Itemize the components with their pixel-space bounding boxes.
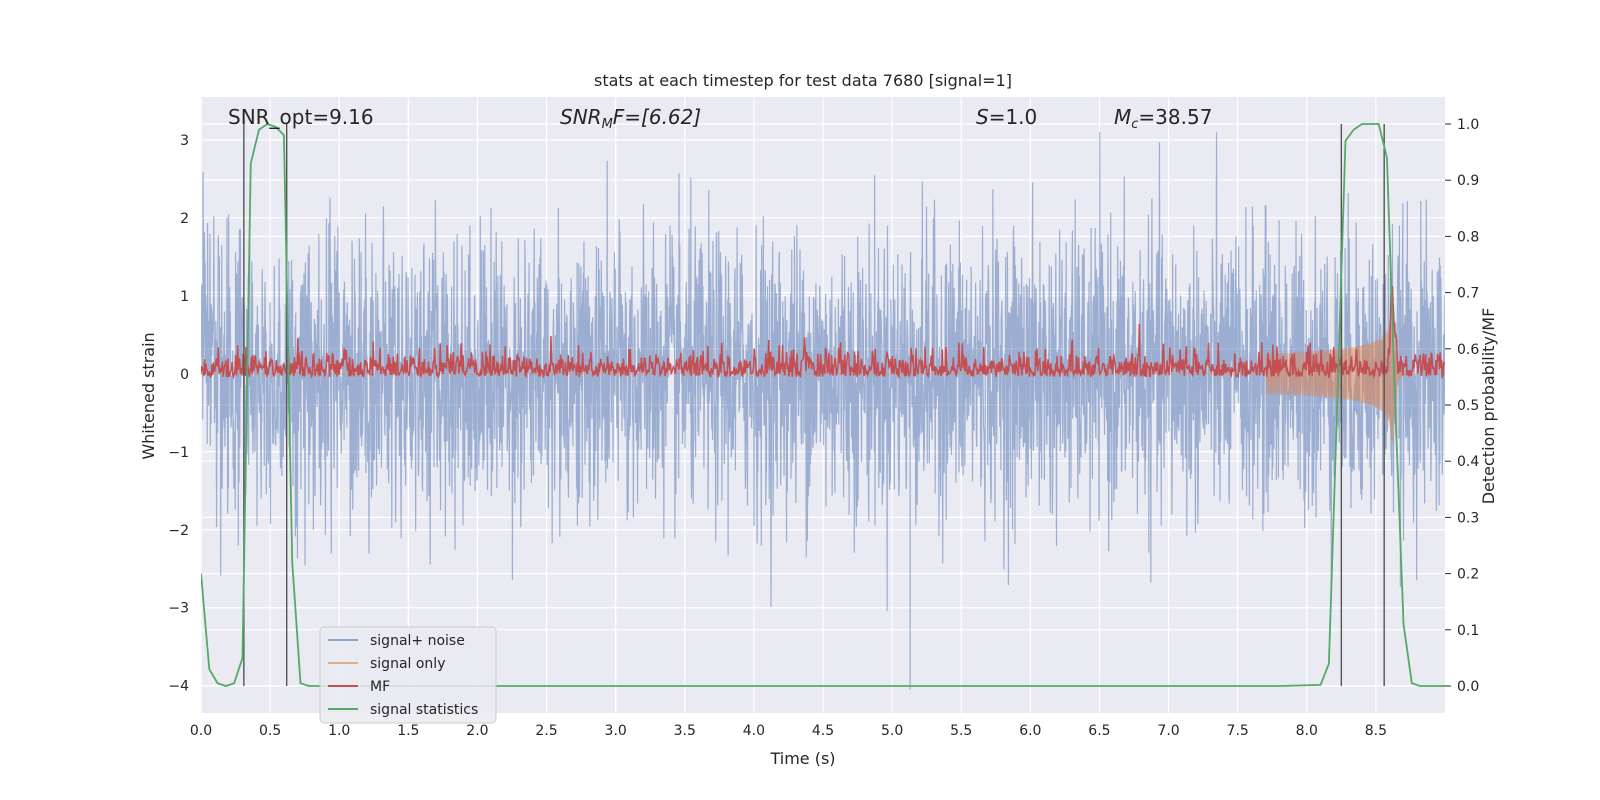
y-tick-label: 1 xyxy=(180,289,189,305)
vertical-markers xyxy=(243,123,1385,687)
legend-label-signal-noise: signal+ noise xyxy=(370,633,465,649)
x-tick-label: 6.0 xyxy=(1019,723,1041,739)
x-tick-label: 7.0 xyxy=(1157,723,1179,739)
x-tick-label: 8.0 xyxy=(1296,723,1318,739)
y-tick-label: −4 xyxy=(168,679,189,695)
y-axis-ticks: −4 −3 −2 −1 0 1 2 3 xyxy=(168,133,189,695)
x-tick-label: 1.0 xyxy=(328,723,350,739)
y2-tick-label: 1.0 xyxy=(1457,117,1479,133)
y-tick-label: −3 xyxy=(168,601,189,617)
x-tick-label: 1.5 xyxy=(397,723,419,739)
annotation-snr-mf: SNRMF=[6.62] xyxy=(560,105,701,132)
y2-tick-label: 0.3 xyxy=(1457,510,1479,526)
x-tick-label: 8.5 xyxy=(1365,723,1387,739)
y-tick-label: 0 xyxy=(180,367,189,383)
y-tick-label: −1 xyxy=(168,445,189,461)
x-tick-label: 6.5 xyxy=(1088,723,1110,739)
x-tick-label: 3.5 xyxy=(674,723,696,739)
legend-label-signal-only: signal only xyxy=(370,656,445,672)
y-tick-label: 2 xyxy=(180,211,189,227)
x-axis-label: Time (s) xyxy=(769,749,835,768)
plot-content xyxy=(201,122,1445,690)
y2-tick-label: 0.9 xyxy=(1457,173,1479,189)
annotation-s: S=1.0 xyxy=(976,105,1037,129)
y2-axis-ticks: 0.0 0.1 0.2 0.3 0.4 0.5 0.6 0.7 0.8 0.9 1.0 xyxy=(1445,117,1479,695)
y2-tick-label: 0.4 xyxy=(1457,454,1479,470)
legend: signal+ noise signal only MF signal stat… xyxy=(319,626,497,724)
y2-tick-label: 0.1 xyxy=(1457,623,1479,639)
legend-label-mf: MF xyxy=(370,679,390,695)
y2-tick-label: 0.5 xyxy=(1457,398,1479,414)
x-tick-label: 0.0 xyxy=(190,723,212,739)
annotation-snr-opt: SNR_opt=9.16 xyxy=(228,105,374,129)
y2-tick-label: 0.0 xyxy=(1457,679,1479,695)
y2-tick-label: 0.2 xyxy=(1457,567,1479,583)
annotation-mc: Mc=38.57 xyxy=(1114,105,1212,132)
y-axis-label: Whitened strain xyxy=(139,332,158,459)
y2-tick-label: 0.8 xyxy=(1457,229,1479,245)
x-tick-label: 3.0 xyxy=(605,723,627,739)
x-tick-label: 0.5 xyxy=(259,723,281,739)
series-mf xyxy=(201,285,1445,380)
x-tick-label: 5.0 xyxy=(881,723,903,739)
series-signal-statistics xyxy=(201,122,1445,687)
y-tick-label: −2 xyxy=(168,523,189,539)
y2-axis-label: Detection probability/MF xyxy=(1479,308,1498,505)
y-tick-label: 3 xyxy=(180,133,189,149)
x-tick-label: 4.0 xyxy=(743,723,765,739)
chart-title: stats at each timestep for test data 768… xyxy=(594,71,1012,90)
x-tick-label: 2.0 xyxy=(466,723,488,739)
x-tick-label: 7.5 xyxy=(1227,723,1249,739)
x-tick-label: 4.5 xyxy=(812,723,834,739)
x-tick-label: 2.5 xyxy=(535,723,557,739)
y2-tick-label: 0.7 xyxy=(1457,286,1479,302)
y2-tick-label: 0.6 xyxy=(1457,342,1479,358)
x-tick-label: 5.5 xyxy=(950,723,972,739)
x-axis-ticks: 0.0 0.5 1.0 1.5 2.0 2.5 3.0 3.5 4.0 4.5 5.0 5.5 6.0 6… xyxy=(190,723,1387,739)
legend-label-signal-statistics: signal statistics xyxy=(370,702,478,718)
legend-box xyxy=(319,626,497,724)
